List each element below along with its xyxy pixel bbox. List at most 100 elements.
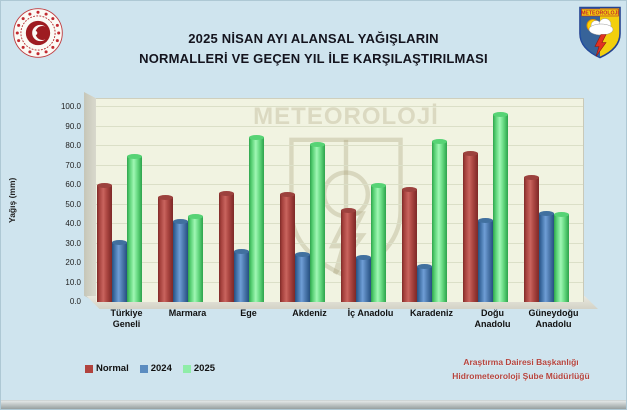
y-tick-label: 50.0 — [65, 199, 81, 209]
legend-label: 2024 — [150, 363, 172, 374]
bar-top-cap — [402, 186, 417, 192]
grid-line — [96, 223, 583, 224]
bar-s2-c4 — [371, 183, 386, 302]
bar-top-cap — [493, 112, 508, 118]
y-tick-label: 30.0 — [65, 238, 81, 248]
bar-top-cap — [524, 174, 539, 180]
bar-s2-c5 — [432, 139, 447, 302]
bar-s1-c7 — [539, 211, 554, 302]
shield-banner-text: METEOROLOJİ — [581, 10, 619, 17]
page-title-line1: 2025 NİSAN AYI ALANSAL YAĞIŞLARIN — [188, 31, 439, 46]
bar-s0-c1 — [158, 194, 173, 302]
tc-ministry-emblem-logo — [11, 6, 65, 60]
page-title: 2025 NİSAN AYI ALANSAL YAĞIŞLARIN NORMAL… — [71, 29, 556, 69]
page-title-line2: NORMALLERİ VE GEÇEN YIL İLE KARŞILAŞTIRI… — [139, 51, 488, 66]
grid-line — [96, 242, 583, 244]
grid-line — [96, 125, 583, 127]
bar-group — [340, 98, 401, 302]
bar-s1-c6 — [478, 218, 493, 302]
bar-top-cap — [295, 251, 310, 257]
plot-3d-left-wall — [84, 92, 96, 302]
legend-label: Normal — [96, 363, 129, 374]
bar-s1-c1 — [173, 219, 188, 302]
bar-s0-c6 — [463, 151, 478, 302]
bar-s1-c2 — [234, 248, 249, 302]
meteoroloji-shield-icon: METEOROLOJİ — [579, 6, 621, 59]
y-tick-label: 100.0 — [60, 102, 81, 111]
bar-top-cap — [173, 219, 188, 225]
grid-line — [96, 281, 583, 283]
grid-line — [96, 262, 583, 263]
bar-group — [523, 98, 584, 302]
y-axis-ticks: 0.0 10.0 20.0 30.0 40.0 50.0 60.0 70.0 80.0 90.0 1… — [29, 1, 81, 409]
x-axis-label: Güneydoğu Anadolu — [528, 308, 579, 329]
bar-s1-c3 — [295, 251, 310, 302]
bar-top-cap — [371, 183, 386, 188]
x-axis-label: Akdeniz — [292, 308, 327, 318]
credit-line1: Araştırma Dairesi Başkanlığı — [463, 357, 579, 367]
bar-top-cap — [188, 213, 203, 219]
y-tick-label: 40.0 — [65, 219, 81, 228]
bar-top-cap — [158, 194, 173, 200]
x-axis-labels: Türkiye Geneli Marmara Ege Akdeniz İç Anadol… — [96, 308, 584, 330]
credits: Araştırma Dairesi Başkanlığı Hidrometeor… — [426, 355, 616, 383]
bar-top-cap — [432, 139, 447, 145]
credit-line2: Hidrometeoroloji Şube Müdürlüğü — [452, 371, 590, 381]
bar-top-cap — [539, 211, 554, 217]
bar-group — [96, 98, 157, 302]
bar-s2-c3 — [310, 141, 325, 302]
x-axis-label: Ege — [240, 308, 257, 318]
bar-top-cap — [356, 255, 371, 261]
y-tick-label: 60.0 — [65, 180, 81, 189]
meteoroloji-shield-logo: METEOROLOJİ — [578, 5, 622, 60]
bar-group — [401, 98, 462, 302]
y-tick-label: 80.0 — [65, 141, 81, 150]
bar-s1-c4 — [356, 255, 371, 302]
x-axis-label: Marmara — [168, 308, 207, 318]
bar-top-cap — [280, 191, 295, 197]
y-tick-label: 0.0 — [69, 297, 81, 306]
bar-s0-c0 — [97, 183, 112, 302]
y-tick-label: 10.0 — [65, 277, 81, 287]
bar-s0-c5 — [402, 186, 417, 302]
legend-label: 2025 — [193, 363, 216, 374]
bar-s2-c2 — [249, 135, 264, 302]
legend-swatch — [139, 364, 148, 373]
bar-group — [462, 98, 523, 302]
bars-layer — [96, 98, 584, 302]
bar-top-cap — [234, 248, 249, 254]
grid-line — [96, 145, 583, 146]
bar-s1-c5 — [417, 264, 432, 302]
y-tick-label: 90.0 — [65, 121, 81, 131]
legend-item: 2025 — [182, 363, 216, 374]
grid-line — [96, 203, 583, 205]
bar-top-cap — [341, 207, 356, 213]
bar-top-cap — [554, 211, 569, 217]
bar-s0-c2 — [219, 191, 234, 302]
y-tick-label: 70.0 — [65, 160, 81, 170]
x-axis-label: Karadeniz — [409, 308, 453, 318]
bar-top-cap — [417, 264, 432, 270]
bar-top-cap — [112, 239, 127, 245]
bar-s0-c7 — [524, 174, 539, 302]
y-tick-label: 20.0 — [65, 258, 81, 267]
legend-item: Normal — [85, 363, 129, 374]
grid-line — [96, 184, 583, 185]
bar-s2-c1 — [188, 213, 203, 302]
grid-line — [96, 106, 583, 107]
x-axis-label: Türkiye Geneli — [110, 308, 143, 329]
bar-group — [218, 98, 279, 302]
legend: Normal 2024 2025 — [85, 363, 215, 374]
legend-swatch — [182, 364, 191, 373]
bar-s2-c7 — [554, 211, 569, 302]
bar-group — [157, 98, 218, 302]
bar-s0-c4 — [341, 207, 356, 302]
x-axis-label: Doğu Anadolu — [474, 308, 511, 329]
bar-top-cap — [97, 183, 112, 189]
bar-top-cap — [310, 141, 325, 147]
grid-line — [96, 164, 583, 166]
legend-item: 2024 — [139, 363, 172, 374]
x-axis-label: İç Anadolu — [347, 308, 394, 318]
bar-s2-c6 — [493, 112, 508, 302]
